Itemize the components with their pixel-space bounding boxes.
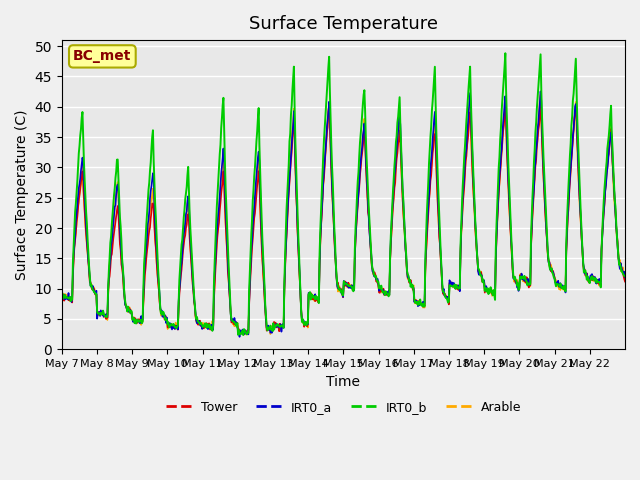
Arable xyxy=(124,309,132,315)
Line: IRT0_b: IRT0_b xyxy=(62,53,625,335)
IRT0_b xyxy=(502,50,509,56)
IRT0_a xyxy=(236,334,243,340)
Tower xyxy=(58,288,66,294)
IRT0_a xyxy=(256,183,264,189)
Tower xyxy=(228,320,236,325)
Tower xyxy=(621,279,629,285)
Arable xyxy=(403,258,410,264)
IRT0_b xyxy=(434,175,442,181)
IRT0_b xyxy=(621,273,629,279)
Legend: Tower, IRT0_a, IRT0_b, Arable: Tower, IRT0_a, IRT0_b, Arable xyxy=(161,396,526,419)
IRT0_b xyxy=(239,332,247,338)
Tower xyxy=(537,101,545,107)
Arable xyxy=(434,200,442,206)
Arable xyxy=(621,273,629,278)
IRT0_a xyxy=(58,291,66,297)
IRT0_b xyxy=(256,168,264,174)
Arable xyxy=(537,92,545,97)
Tower xyxy=(403,256,410,262)
Arable xyxy=(278,322,285,328)
IRT0_a xyxy=(537,88,545,94)
IRT0_a xyxy=(124,306,132,312)
Tower xyxy=(240,331,248,336)
IRT0_a xyxy=(434,190,442,195)
Tower xyxy=(124,307,132,312)
Line: IRT0_a: IRT0_a xyxy=(62,91,625,337)
Text: BC_met: BC_met xyxy=(73,49,132,63)
IRT0_b xyxy=(403,252,410,258)
Line: Tower: Tower xyxy=(62,104,625,334)
IRT0_b xyxy=(124,304,132,310)
Arable xyxy=(228,317,236,323)
IRT0_a xyxy=(278,329,285,335)
X-axis label: Time: Time xyxy=(326,374,360,389)
Title: Surface Temperature: Surface Temperature xyxy=(249,15,438,33)
IRT0_a xyxy=(403,253,410,259)
IRT0_a xyxy=(228,318,236,324)
Arable xyxy=(58,293,66,299)
Arable xyxy=(256,202,264,208)
Tower xyxy=(278,326,285,332)
Y-axis label: Surface Temperature (C): Surface Temperature (C) xyxy=(15,109,29,280)
Arable xyxy=(243,332,251,337)
Tower xyxy=(434,203,442,208)
IRT0_a xyxy=(621,274,629,280)
IRT0_b xyxy=(228,316,236,322)
IRT0_b xyxy=(278,323,285,328)
IRT0_b xyxy=(58,289,66,295)
Line: Arable: Arable xyxy=(62,95,625,335)
Tower xyxy=(256,202,264,207)
